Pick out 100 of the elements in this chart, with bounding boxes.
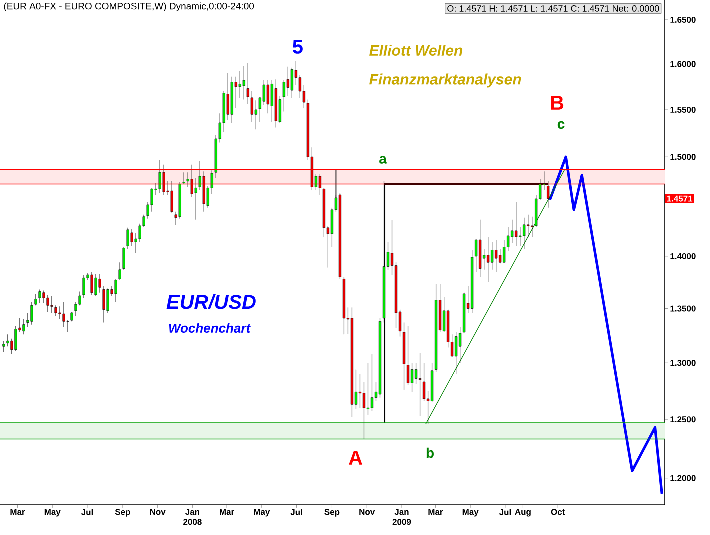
x-tick-label: Nov bbox=[150, 509, 166, 516]
candlestick bbox=[70, 312, 74, 322]
y-tick-label: 1.5000 bbox=[670, 154, 696, 160]
candlestick bbox=[226, 73, 230, 121]
candlestick bbox=[366, 362, 370, 416]
candlestick bbox=[254, 100, 258, 130]
candlestick bbox=[42, 290, 46, 304]
x-tick-label: May bbox=[254, 509, 270, 517]
candlestick bbox=[246, 63, 250, 105]
candlestick bbox=[358, 374, 362, 408]
candlestick bbox=[54, 305, 58, 317]
candlestick bbox=[162, 164, 166, 196]
candlestick bbox=[250, 91, 254, 122]
candlestick bbox=[266, 80, 270, 114]
y-tick-label: 1.3500 bbox=[670, 306, 696, 312]
annotation: Wochenchart bbox=[169, 323, 251, 334]
annotation: A bbox=[349, 451, 362, 465]
candlestick bbox=[58, 306, 62, 320]
candlestick bbox=[286, 66, 290, 96]
candlestick bbox=[150, 188, 154, 212]
y-tick-label: 1.4000 bbox=[670, 253, 696, 260]
candlestick bbox=[454, 332, 458, 375]
candlestick bbox=[499, 249, 502, 264]
candlestick bbox=[22, 319, 26, 335]
y-tick-label: 1.5500 bbox=[670, 106, 696, 113]
candlestick bbox=[182, 172, 186, 185]
candlestick bbox=[130, 228, 134, 246]
y-tick-label: 1.6500 bbox=[670, 16, 696, 23]
annotation: Finanzmarktanalysen bbox=[370, 74, 522, 88]
annotation: Elliott Wellen bbox=[370, 44, 463, 56]
candlestick bbox=[410, 362, 414, 392]
candlestick bbox=[46, 294, 50, 312]
candlestick bbox=[491, 242, 494, 270]
x-tick-label: May bbox=[44, 509, 61, 517]
y-tick-label: 1.3000 bbox=[670, 360, 696, 366]
x-tick-label: Jul bbox=[290, 509, 302, 516]
candlestick bbox=[98, 274, 102, 294]
candlestick bbox=[34, 294, 38, 306]
x-tick-label: Sep bbox=[324, 509, 340, 517]
candlestick bbox=[158, 160, 162, 194]
annotation: a bbox=[380, 156, 388, 164]
candlestick bbox=[126, 228, 130, 250]
y-tick-label: 1.2000 bbox=[670, 475, 696, 482]
candlestick bbox=[458, 326, 462, 364]
candlestick bbox=[262, 80, 266, 106]
candlestick bbox=[290, 68, 294, 98]
candlestick bbox=[282, 80, 286, 112]
candlestick bbox=[190, 164, 194, 198]
x-tick-label: Sep bbox=[115, 509, 130, 517]
candlestick bbox=[38, 289, 42, 304]
candlestick bbox=[50, 296, 54, 314]
candlestick bbox=[474, 238, 478, 272]
chart-subtitle: O: 1.4571 H: 1.4571 L: 1.4571 C: 1.4571 Net: 0.0000 bbox=[448, 6, 660, 12]
candlestick bbox=[238, 71, 242, 98]
candlestick bbox=[270, 80, 274, 122]
candlestick bbox=[362, 382, 366, 440]
candlestick bbox=[418, 352, 422, 416]
candlestick bbox=[14, 326, 18, 352]
annotation: EUR/USD bbox=[166, 294, 256, 310]
candlestick bbox=[118, 262, 122, 281]
candlestick bbox=[82, 274, 86, 298]
x-tick-label: Aug bbox=[515, 509, 531, 517]
x-tick-label: Mar bbox=[10, 509, 26, 516]
candlestick bbox=[414, 362, 418, 385]
x-tick-label: Jul bbox=[499, 509, 512, 516]
candlestick bbox=[90, 272, 94, 296]
candlestick bbox=[94, 274, 98, 296]
candlestick bbox=[406, 326, 410, 386]
x-tick-label: Mar bbox=[220, 509, 234, 516]
candlestick bbox=[30, 302, 34, 326]
candlestick bbox=[515, 202, 518, 246]
candlestick bbox=[62, 302, 66, 328]
candlestick bbox=[170, 181, 174, 214]
candlestick bbox=[511, 220, 514, 244]
candlestick bbox=[495, 240, 498, 272]
chart-title: (EUR A0-FX - EURO COMPOSITE,W) Dynamic,0:00-24:00 bbox=[4, 2, 254, 12]
candlestick bbox=[6, 334, 10, 347]
candlestick bbox=[370, 354, 374, 412]
x-tick-label: Mar bbox=[428, 509, 444, 516]
x-tick-label: May bbox=[462, 509, 479, 517]
candlestick bbox=[503, 240, 506, 263]
y-tick-label: 1.6000 bbox=[670, 61, 696, 68]
candlestick bbox=[122, 246, 126, 270]
x-tick-label: Jan 2008 bbox=[184, 509, 202, 526]
candlestick bbox=[194, 178, 198, 220]
text: 1.4571 bbox=[667, 196, 693, 202]
x-tick-label: Jul bbox=[81, 509, 94, 516]
candlestick bbox=[114, 278, 118, 303]
x-tick-label: Jan 2009 bbox=[392, 509, 412, 526]
candlestick bbox=[242, 66, 246, 100]
candlestick bbox=[519, 226, 522, 246]
candlestick bbox=[2, 340, 6, 352]
candlestick bbox=[106, 288, 110, 314]
x-tick-label: Nov bbox=[360, 509, 376, 516]
candlestick bbox=[102, 286, 106, 324]
annotation: B bbox=[551, 96, 564, 110]
x-tick-label: Oct bbox=[551, 509, 566, 516]
candlestick bbox=[318, 174, 322, 196]
annotation: 5 bbox=[292, 40, 303, 54]
candlestick bbox=[422, 362, 426, 402]
